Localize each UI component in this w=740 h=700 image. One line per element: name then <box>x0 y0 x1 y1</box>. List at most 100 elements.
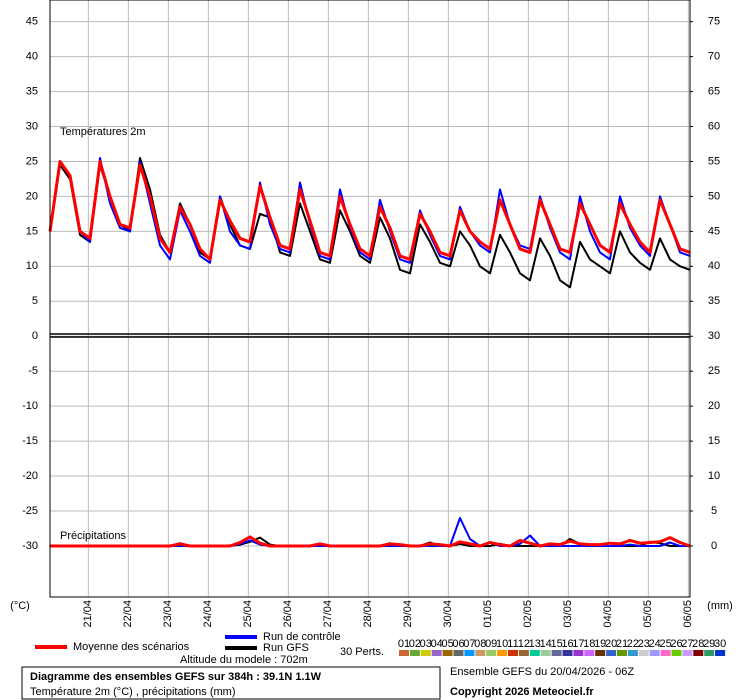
perturbation-swatch <box>693 650 704 656</box>
perturbation-label: 14 <box>540 638 552 650</box>
perturbation-label: 03 <box>420 638 432 650</box>
perturbation-label: 05 <box>441 638 453 650</box>
perturbation-swatch <box>704 650 715 656</box>
y-tick-label: -20 <box>22 470 38 482</box>
perturbation-swatch <box>475 650 486 656</box>
y-tick-label: 40 <box>26 51 38 63</box>
y-tick-label: 25 <box>26 155 38 167</box>
y2-tick-label: 20 <box>708 400 720 412</box>
y-tick-label: 0 <box>32 330 38 342</box>
perturbation-label: 16 <box>561 638 573 650</box>
y2-tick-label: 70 <box>708 51 720 63</box>
perturbation-swatch <box>627 650 638 656</box>
perturbation-label: 02 <box>409 638 421 650</box>
x-tick-label: 29/04 <box>402 600 414 628</box>
perturbation-swatch <box>540 650 551 656</box>
perturbation-label: 06 <box>452 638 464 650</box>
y-tick-label: 45 <box>26 16 38 28</box>
marks <box>48 157 691 548</box>
perturbation-swatch <box>529 650 540 656</box>
perturbation-swatch <box>562 650 573 656</box>
copyright: Copyright 2026 Meteociel.fr <box>450 686 594 698</box>
perturbation-swatch <box>671 650 682 656</box>
x-tick-label: 27/04 <box>322 600 334 628</box>
perturbation-swatch <box>573 650 584 656</box>
perturbation-label: 07 <box>463 638 475 650</box>
perturbation-swatch <box>551 650 562 656</box>
title: Diagramme des ensembles GEFS sur 384h : … <box>30 671 322 683</box>
x-tick-label: 05/05 <box>642 600 654 628</box>
perturbation-label: 13 <box>529 638 541 650</box>
perturbation-swatch <box>649 650 660 656</box>
legend-label: Run de contrôle <box>263 631 341 643</box>
y-tick-label: -5 <box>28 365 38 377</box>
x-tick-label: 25/04 <box>242 600 254 628</box>
y2-tick-label: 60 <box>708 120 720 132</box>
perturbation-label: 19 <box>594 638 606 650</box>
perturbation-label: 30 <box>714 638 726 650</box>
perturbation-label: 04 <box>431 638 443 650</box>
perturbation-label: 29 <box>703 638 715 650</box>
perturbation-swatch <box>617 650 627 656</box>
perturbation-swatch <box>420 650 431 656</box>
legend-label: Run GFS <box>263 642 309 654</box>
y2-tick-label: 0 <box>711 540 717 552</box>
x-tick-label: 01/05 <box>482 600 494 628</box>
precip-label: Précipitations <box>60 530 127 542</box>
perturbation-swatch <box>595 650 606 656</box>
perturbation-swatch <box>518 650 529 656</box>
y-tick-label: -15 <box>22 435 38 447</box>
perturbation-label: 23 <box>638 638 650 650</box>
perturbation-label: 27 <box>681 638 693 650</box>
x-tick-label: 26/04 <box>282 600 294 628</box>
x-tick-label: 28/04 <box>362 600 374 628</box>
legend: Moyenne des scénarios Run de contrôle Ru… <box>35 631 726 666</box>
perturbation-swatch <box>431 650 442 656</box>
x-tick-label: 04/05 <box>602 600 614 628</box>
x-tick-label: 06/05 <box>682 600 694 628</box>
perturbation-label: 09 <box>485 638 497 650</box>
y2-tick-label: 75 <box>708 16 720 28</box>
x-tick-label: 24/04 <box>202 600 214 628</box>
perturbations-label: 30 Perts. <box>340 646 384 658</box>
perturbation-label: 10 <box>496 638 508 650</box>
x-tick-label: 21/04 <box>82 600 94 628</box>
y-tick-label: 15 <box>26 225 38 237</box>
plot-frame <box>49 0 691 598</box>
perturbation-swatch <box>660 650 671 656</box>
x-tick-label: 02/05 <box>522 600 534 628</box>
precipitation-line <box>50 535 691 548</box>
y-tick-label: -30 <box>22 540 38 552</box>
perturbation-swatch <box>584 650 595 656</box>
perturbation-label: 11 <box>507 638 518 650</box>
y-tick-label: 5 <box>32 295 38 307</box>
run-label: Ensemble GEFS du 20/04/2026 - 06Z <box>450 666 634 678</box>
y2-tick-label: 65 <box>708 85 720 97</box>
perturbation-swatch <box>464 650 475 656</box>
y2-tick-label: 50 <box>708 190 720 202</box>
perturbation-swatch <box>508 650 518 656</box>
x-tick-label: 03/05 <box>562 600 574 628</box>
y2-tick-label: 45 <box>708 225 720 237</box>
y2-tick-label: 10 <box>708 470 720 482</box>
y2-tick-label: 35 <box>708 295 720 307</box>
perturbation-swatch <box>606 650 617 656</box>
perturbation-label: 17 <box>572 638 584 650</box>
perturbation-swatch <box>442 650 453 656</box>
x-tick-label: 30/04 <box>442 600 454 628</box>
perturbation-swatch <box>715 650 726 656</box>
x-tick-label: 22/04 <box>122 600 134 628</box>
perturbation-label: 12 <box>518 638 530 650</box>
temp-label: Températures 2m <box>60 126 146 138</box>
perturbation-swatch <box>453 650 464 656</box>
perturbation-swatch <box>399 650 409 656</box>
y-tick-label: -10 <box>22 400 38 412</box>
temperature-line <box>48 160 691 261</box>
perturbation-label: 20 <box>605 638 617 650</box>
perturbation-label: 21 <box>616 638 628 650</box>
perturbation-label: 28 <box>692 638 704 650</box>
y-tick-label: 35 <box>26 85 38 97</box>
altitude-label: Altitude du modele : 702m <box>180 654 308 666</box>
subtitle: Température 2m (°C) , précipitations (mm… <box>30 686 236 698</box>
